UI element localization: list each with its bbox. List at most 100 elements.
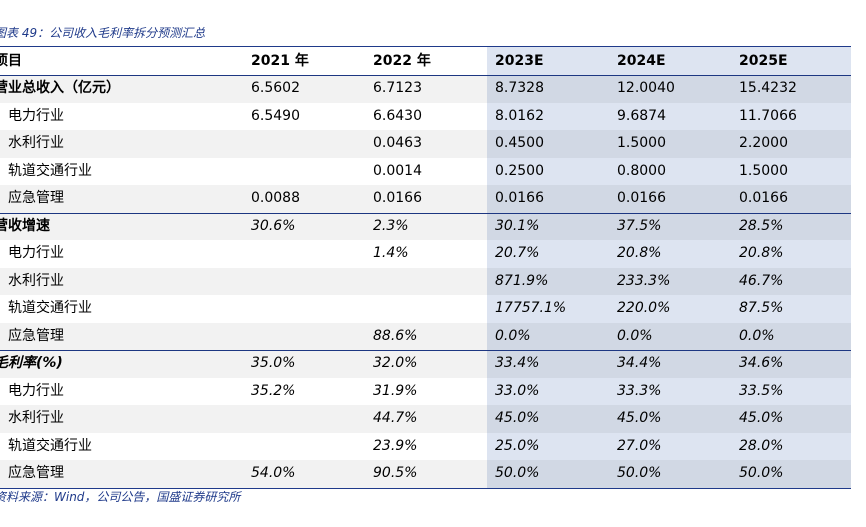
cell-value: 12.0040: [617, 80, 675, 96]
cell-value: 35.2%: [251, 382, 296, 399]
column-header: 2021 年: [251, 53, 309, 69]
row-label: 轨道交通行业: [8, 300, 92, 316]
cell-value: 23.9%: [373, 437, 418, 454]
row-shade: [0, 130, 851, 158]
row-shade: [0, 75, 851, 103]
rule: [0, 75, 851, 76]
cell-value: 0.0166: [739, 190, 788, 206]
cell-value: 0.0088: [251, 190, 300, 206]
cell-value: 0.0166: [617, 190, 666, 206]
caption: 图表 49：公司收入毛利率拆分预测汇总: [0, 26, 206, 40]
cell-value: 31.9%: [373, 382, 418, 399]
cell-value: 50.0%: [495, 465, 540, 481]
row-label: 毛利率(%): [0, 355, 63, 371]
cell-value: 0.0%: [617, 327, 653, 344]
cell-value: 8.7328: [495, 80, 544, 96]
row-label: 应急管理: [8, 190, 64, 206]
cell-value: 32.0%: [373, 355, 418, 371]
cell-value: 0.0166: [495, 190, 544, 206]
cell-value: 6.5602: [251, 80, 300, 96]
cell-value: 0.8000: [617, 162, 666, 179]
row-shade: [0, 322, 851, 350]
cell-value: 0.0166: [373, 190, 422, 206]
row-label: 营业总收入（亿元）: [0, 80, 120, 96]
cell-value: 220.0%: [617, 300, 671, 316]
cell-value: 87.5%: [739, 300, 784, 316]
cell-value: 90.5%: [373, 465, 418, 481]
cell-value: 45.0%: [739, 410, 784, 426]
row-label: 应急管理: [8, 327, 64, 344]
row-label: 水利行业: [8, 135, 64, 151]
cell-value: 54.0%: [251, 465, 296, 481]
cell-value: 44.7%: [373, 410, 418, 426]
row-shade: [0, 460, 851, 488]
cell-value: 50.0%: [617, 465, 662, 481]
cell-value: 33.4%: [495, 355, 540, 371]
cell-value: 1.4%: [373, 245, 409, 261]
cell-value: 17757.1%: [495, 300, 567, 316]
source: 资料来源：Wind，公司公告，国盛证券研究所: [0, 490, 241, 504]
cell-value: 34.6%: [739, 355, 784, 371]
rule: [0, 487, 851, 489]
row-label: 轨道交通行业: [8, 162, 92, 179]
cell-value: 88.6%: [373, 327, 418, 344]
cell-value: 6.6430: [373, 107, 422, 124]
cell-value: 1.5000: [617, 135, 666, 151]
row-shade: [0, 350, 851, 378]
row-label: 电力行业: [8, 107, 64, 124]
cell-value: 20.7%: [495, 245, 540, 261]
cell-value: 0.0%: [739, 327, 775, 344]
cell-value: 34.4%: [617, 355, 662, 371]
cell-value: 20.8%: [617, 245, 662, 261]
cell-value: 6.5490: [251, 107, 300, 124]
cell-value: 25.0%: [495, 437, 540, 454]
rule: [0, 212, 851, 214]
row-label: 电力行业: [8, 245, 64, 261]
cell-value: 20.8%: [739, 245, 784, 261]
cell-value: 0.0463: [373, 135, 422, 151]
row-shade: [0, 185, 851, 213]
cell-value: 9.6874: [617, 107, 666, 124]
cell-value: 0.0014: [373, 162, 422, 179]
row-shade: [0, 267, 851, 295]
row-label: 水利行业: [8, 272, 64, 289]
cell-value: 45.0%: [617, 410, 662, 426]
row-shade: [0, 405, 851, 433]
cell-value: 2.3%: [373, 217, 409, 234]
row-label: 营收增速: [0, 217, 50, 234]
cell-value: 30.1%: [495, 217, 540, 234]
cell-value: 11.7066: [739, 107, 797, 124]
cell-value: 15.4232: [739, 80, 797, 96]
cell-value: 28.5%: [739, 217, 784, 234]
column-header: 2023E: [495, 53, 544, 69]
row-label: 水利行业: [8, 410, 64, 426]
cell-value: 0.4500: [495, 135, 544, 151]
cell-value: 30.6%: [251, 217, 296, 234]
forecast-shade: [487, 47, 851, 488]
column-header: 2024E: [617, 53, 666, 69]
cell-value: 33.3%: [617, 382, 662, 399]
cell-value: 35.0%: [251, 355, 296, 371]
row-label: 轨道交通行业: [8, 437, 92, 454]
cell-value: 33.0%: [495, 382, 540, 399]
cell-value: 50.0%: [739, 465, 784, 481]
cell-value: 27.0%: [617, 437, 662, 454]
column-header: 2022 年: [373, 53, 431, 69]
cell-value: 871.9%: [495, 272, 549, 289]
cell-value: 233.3%: [617, 272, 671, 289]
cell-value: 0.0%: [495, 327, 531, 344]
cell-value: 2.2000: [739, 135, 788, 151]
row-label: 应急管理: [8, 465, 64, 481]
row-label: 电力行业: [8, 382, 64, 399]
row-shade: [0, 212, 851, 240]
column-header: 项目: [0, 53, 22, 69]
cell-value: 6.7123: [373, 80, 422, 96]
cell-value: 37.5%: [617, 217, 662, 234]
cell-value: 46.7%: [739, 272, 784, 289]
cell-value: 0.2500: [495, 162, 544, 179]
cell-value: 28.0%: [739, 437, 784, 454]
rule: [0, 46, 851, 47]
cell-value: 45.0%: [495, 410, 540, 426]
cell-value: 33.5%: [739, 382, 784, 399]
